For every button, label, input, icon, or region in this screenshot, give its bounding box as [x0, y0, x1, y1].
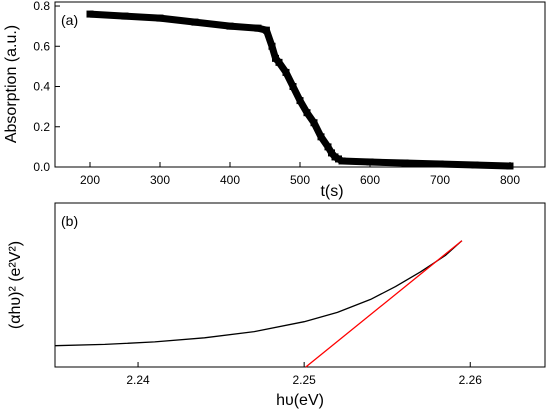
series-0-line	[54, 240, 463, 347]
panel-a-label: (a)	[61, 12, 78, 28]
series-0-point	[282, 68, 290, 76]
series-0-point	[191, 18, 199, 26]
series-1-line	[305, 240, 463, 368]
panel-a-frame	[54, 1, 546, 168]
series-0-line	[89, 10, 511, 170]
x-tick-label: 700	[430, 173, 450, 187]
y-tick-label: 0.8	[33, 0, 50, 13]
series-0-point	[289, 83, 297, 91]
series-0-point	[262, 26, 270, 34]
x-tick-label: 300	[150, 173, 170, 187]
series-0-point	[272, 54, 279, 62]
y-tick-label: 0.0	[33, 160, 50, 174]
series-0-point	[310, 119, 318, 127]
series-0-point	[156, 14, 164, 22]
panel-a-y-axis-label: Absorption (a.u.)	[3, 25, 20, 143]
panel-a-series	[86, 10, 514, 170]
panel-b: 2.24 2.25 2.26 (b) hυ(eV) (αhυ)² (e²V²)	[7, 202, 546, 409]
series-0-point	[506, 162, 514, 170]
panel-a-x-axis-label: t(s)	[320, 183, 343, 200]
panel-b-frame	[54, 202, 546, 368]
series-0-point	[317, 133, 325, 141]
series-0-point	[401, 159, 409, 167]
series-0-point	[86, 10, 94, 18]
panel-b-label: (b)	[61, 213, 78, 229]
series-0-point	[121, 12, 129, 20]
series-0-point	[303, 109, 311, 117]
series-0-point	[366, 158, 374, 166]
panel-b-x-ticks: 2.24 2.25 2.26	[126, 362, 482, 387]
series-0-point	[338, 157, 346, 165]
series-0-point	[471, 161, 479, 169]
series-0-point	[296, 97, 304, 105]
panel-b-x-axis-label: hυ(eV)	[276, 392, 324, 409]
panel-b-y-axis-label: (αhυ)² (e²V²)	[7, 241, 24, 329]
series-0-point	[268, 42, 276, 50]
x-tick-label: 400	[220, 173, 240, 187]
panel-a-x-ticks: 200 300 400 500 600 700 800	[80, 162, 520, 187]
x-tick-label: 500	[290, 173, 310, 187]
x-tick-label: 2.26	[459, 373, 483, 387]
series-0-point	[275, 58, 283, 66]
y-tick-label: 0.6	[33, 39, 50, 53]
x-tick-label: 2.25	[292, 373, 316, 387]
y-tick-label: 0.4	[33, 80, 50, 94]
x-tick-label: 800	[500, 173, 520, 187]
panel-a-y-ticks: 0.0 0.2 0.4 0.6 0.8	[33, 0, 60, 174]
series-0-point	[328, 149, 335, 157]
series-0-point	[436, 160, 444, 168]
panel-a: 200 300 400 500 600 700 800 0.0 0.2 0.4 0.6 0.8 (a…	[3, 0, 546, 200]
panel-b-series	[54, 240, 463, 368]
x-tick-label: 2.24	[126, 373, 150, 387]
y-tick-label: 0.2	[33, 120, 50, 134]
x-tick-label: 600	[360, 173, 380, 187]
series-0-point	[254, 24, 262, 32]
series-0-point	[324, 143, 332, 151]
series-0-point	[226, 22, 234, 30]
x-tick-label: 200	[80, 173, 100, 187]
